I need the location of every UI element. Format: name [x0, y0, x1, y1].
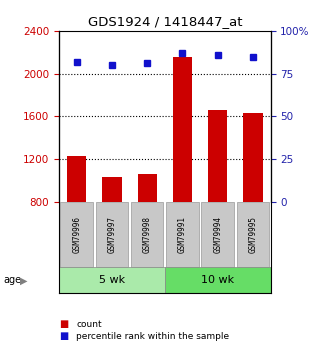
Bar	[137, 174, 157, 202]
Text: percentile rank within the sample: percentile rank within the sample	[76, 332, 229, 341]
Bar	[237, 202, 269, 267]
Bar	[59, 267, 165, 293]
Text: GSM79995: GSM79995	[248, 216, 258, 253]
Bar	[166, 202, 199, 267]
Text: GSM79996: GSM79996	[72, 216, 81, 253]
Bar	[165, 267, 271, 293]
Text: age: age	[3, 275, 21, 285]
Text: count: count	[76, 320, 102, 329]
Text: ▶: ▶	[20, 275, 28, 285]
Text: GSM79994: GSM79994	[213, 216, 222, 253]
Bar	[96, 202, 128, 267]
Text: ■: ■	[59, 332, 68, 341]
Text: ■: ■	[59, 319, 68, 329]
Bar	[208, 110, 227, 202]
Bar	[67, 156, 86, 202]
Bar	[243, 113, 262, 202]
Text: GSM79998: GSM79998	[143, 216, 152, 253]
Bar	[202, 202, 234, 267]
Bar	[173, 57, 192, 202]
Bar	[102, 177, 122, 202]
Text: 10 wk: 10 wk	[201, 275, 234, 285]
Title: GDS1924 / 1418447_at: GDS1924 / 1418447_at	[88, 16, 242, 29]
Bar	[61, 202, 93, 267]
Bar	[131, 202, 163, 267]
Text: 5 wk: 5 wk	[99, 275, 125, 285]
Text: GSM79997: GSM79997	[108, 216, 116, 253]
Text: GSM79991: GSM79991	[178, 216, 187, 253]
